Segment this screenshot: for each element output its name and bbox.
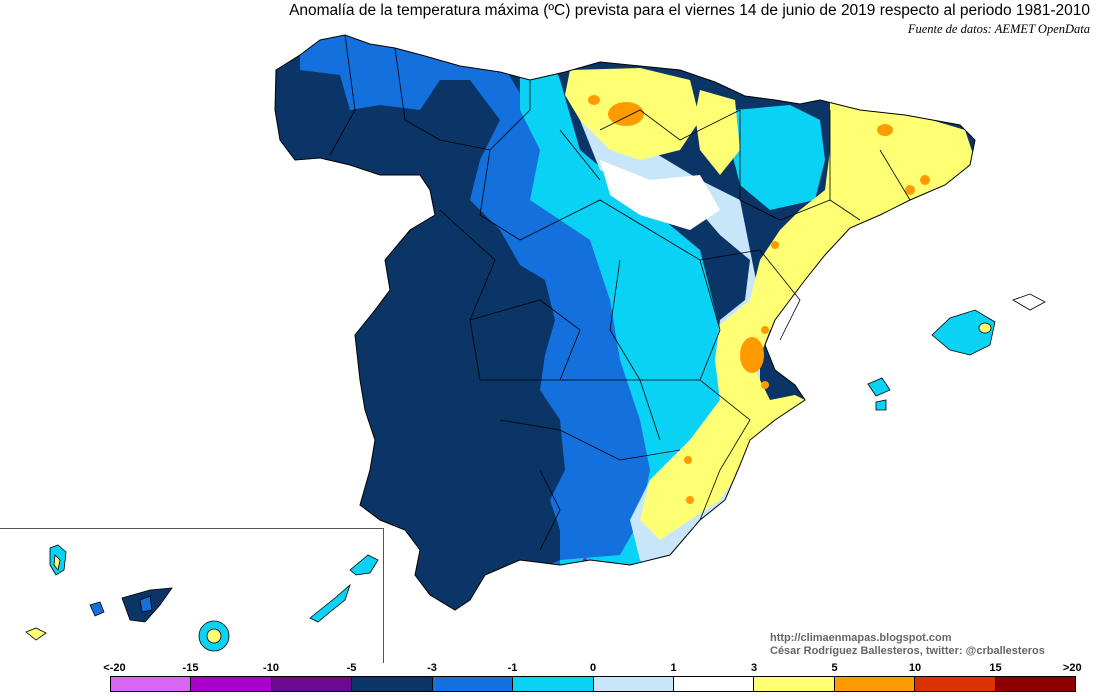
legend-tick-label: -5 bbox=[346, 662, 357, 674]
canary-islands bbox=[25, 544, 379, 652]
province-borders bbox=[329, 34, 911, 551]
legend-swatch bbox=[352, 677, 433, 691]
legend-swatch bbox=[432, 677, 514, 691]
legend-swatch bbox=[271, 677, 353, 691]
legend-tick-label: 3 bbox=[750, 662, 758, 674]
credit-block: http://climaenmapas.blogspot.com César R… bbox=[770, 632, 1045, 658]
legend-tick-label: 10 bbox=[908, 662, 922, 674]
map-title: Anomalía de la temperatura máxima (ºC) p… bbox=[289, 2, 1090, 19]
legend-tick-label: <-20 bbox=[103, 662, 126, 674]
legend-swatch bbox=[915, 677, 996, 691]
legend-tick-label: >20 bbox=[1062, 662, 1082, 674]
anomaly-map bbox=[25, 34, 1046, 652]
credit-author: César Rodríguez Ballesteros, twitter: @c… bbox=[770, 645, 1045, 657]
legend-swatch bbox=[995, 677, 1076, 691]
data-source: Fuente de datos: AEMET OpenData bbox=[907, 22, 1090, 36]
legend-swatch bbox=[673, 677, 755, 691]
legend-swatch bbox=[111, 677, 192, 691]
legend-tick-label: -3 bbox=[427, 662, 437, 674]
legend-tick-label: 15 bbox=[989, 662, 1002, 674]
balearic-islands bbox=[867, 293, 1046, 411]
legend-swatch bbox=[191, 677, 272, 691]
legend-tick-label: -15 bbox=[182, 662, 199, 674]
legend-tick-label: 0 bbox=[589, 662, 597, 674]
legend-swatch bbox=[593, 677, 674, 691]
legend-tick-label: 5 bbox=[831, 662, 838, 674]
legend-swatch bbox=[513, 677, 594, 691]
legend-swatch bbox=[754, 677, 835, 691]
legend-tick-label: 1 bbox=[670, 662, 677, 674]
legend-swatch bbox=[834, 677, 916, 691]
credit-url[interactable]: http://climaenmapas.blogspot.com bbox=[770, 632, 952, 644]
color-legend: <-20 -15 -10 -5 -3 -1 0 1 3 5 10 15 >20 bbox=[103, 662, 1082, 696]
legend-bar bbox=[110, 676, 1076, 692]
legend-tick-label: -1 bbox=[507, 662, 518, 674]
canary-inset-frame bbox=[0, 528, 384, 663]
legend-tick-label: -10 bbox=[263, 662, 279, 674]
